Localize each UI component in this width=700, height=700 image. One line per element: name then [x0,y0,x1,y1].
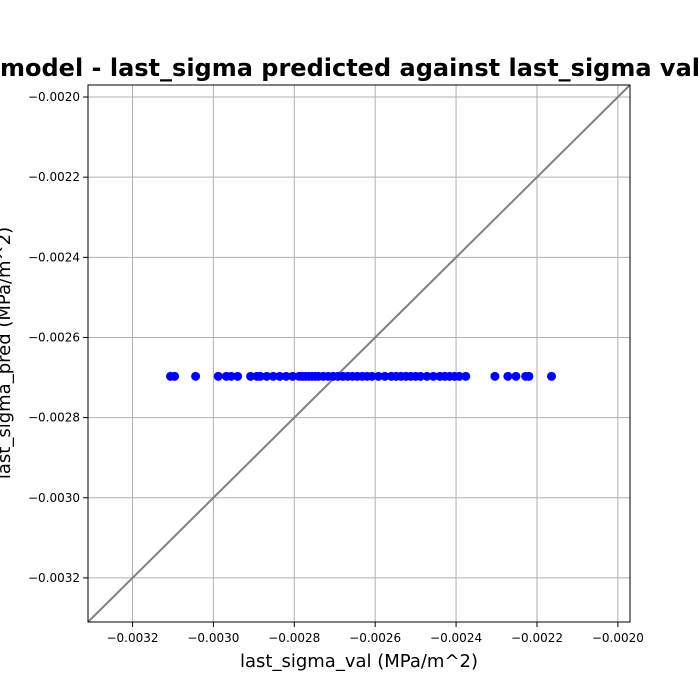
data-point [275,371,285,381]
grid [88,85,630,622]
data-point [380,371,390,381]
data-point [422,371,432,381]
data-point [281,371,291,381]
y-tick-label: −0.0020 [28,90,80,104]
data-point [226,371,236,381]
data-point [454,371,464,381]
data-point [461,371,471,381]
y-tick-label: −0.0022 [28,170,80,184]
data-point [373,371,383,381]
x-tick-label: −0.0030 [187,631,239,645]
data-point [367,371,377,381]
x-tick-label: −0.0026 [349,631,401,645]
data-point [213,371,223,381]
y-tick-label: −0.0024 [28,250,80,264]
data-point [503,371,513,381]
data-point [268,371,278,381]
chart-title: model - last_sigma predicted against las… [0,54,700,82]
x-axis-ticks: −0.0032 −0.0030 −0.0028 −0.0026 −0.0024 −0.00… [106,622,644,645]
data-point [255,371,265,381]
x-tick-label: −0.0020 [592,631,644,645]
data-point [246,371,256,381]
y-axis-ticks: −0.0032 −0.0030 −0.0028 −0.0026 −0.0024 −0.00… [28,90,88,585]
data-point [191,371,201,381]
y-tick-label: −0.0030 [28,491,80,505]
plot-frame [87,84,631,623]
data-point [262,371,272,381]
reference-line [87,84,631,623]
x-tick-label: −0.0024 [430,631,482,645]
data-point [170,371,180,381]
data-point [428,371,438,381]
x-tick-label: −0.0028 [268,631,320,645]
data-points [166,371,557,381]
x-tick-label: −0.0022 [511,631,563,645]
data-point [288,371,298,381]
x-axis-label: last_sigma_val (MPa/m^2) [240,651,478,672]
data-point [415,371,425,381]
y-tick-label: −0.0032 [28,571,80,585]
y-axis-label: last_sigma_pred (MPa/m^2) [0,227,15,479]
y-tick-label: −0.0026 [28,330,80,344]
data-point [547,371,557,381]
x-tick-label: −0.0032 [106,631,158,645]
data-point [490,371,500,381]
data-point [511,371,521,381]
data-point [233,371,243,381]
y-tick-label: −0.0028 [28,411,80,425]
data-point [524,371,534,381]
